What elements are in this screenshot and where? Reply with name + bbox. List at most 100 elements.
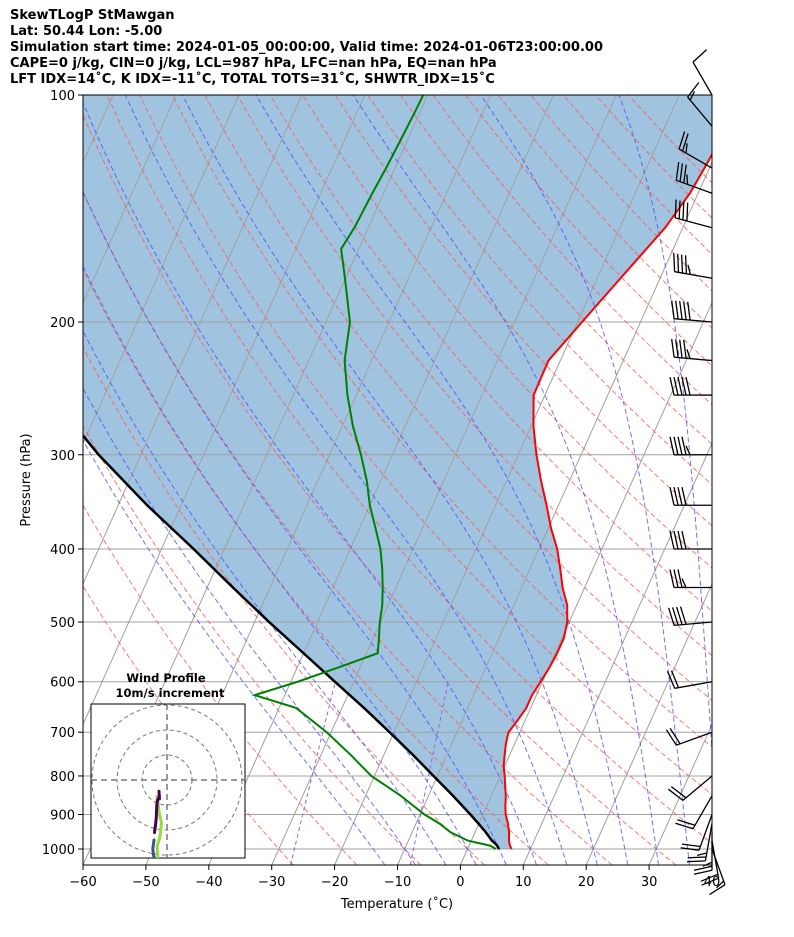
- dewpoint-line: [251, 95, 497, 850]
- x-tick-label: 0: [456, 875, 464, 890]
- y-tick-label: 200: [50, 316, 75, 331]
- wind-barb-path: [669, 487, 713, 506]
- wind-barb-path: [674, 199, 713, 229]
- isotherm-line: [208, 95, 554, 865]
- moist-adiabat-line: [255, 95, 629, 865]
- x-tick-label: −20: [321, 875, 348, 890]
- isotherm-line: [585, 582, 712, 865]
- x-tick-label: −40: [195, 875, 222, 890]
- x-tick-label: 30: [641, 875, 658, 890]
- isotherm-line: [711, 863, 712, 865]
- wind-barb: [675, 795, 713, 830]
- wind-barb-path: [667, 606, 713, 627]
- dry-adiabat-line: [83, 190, 613, 865]
- y-tick-label: 300: [50, 449, 75, 464]
- isotherm-line: [459, 301, 712, 865]
- cape-cin-shading: [83, 95, 712, 850]
- wind-barb-path: [666, 670, 713, 689]
- time-line: Simulation start time: 2024-01-05_00:00:…: [10, 40, 603, 55]
- x-axis-label: Temperature (˚C): [340, 896, 453, 912]
- wind-barb-path: [680, 814, 713, 851]
- moist-adiabat-line: [83, 439, 386, 865]
- y-tick-label: 900: [50, 809, 75, 824]
- station-title: SkewTLogP StMawgan: [10, 8, 175, 23]
- wind-barb: [686, 823, 713, 863]
- dry-adiabat-line: [83, 585, 294, 865]
- moist-adiabat-line: [480, 95, 690, 865]
- dry-adiabat-line: [83, 504, 358, 865]
- wind-barb-path: [671, 338, 713, 362]
- wind-barb-path: [673, 253, 713, 279]
- moist-adiabat-line: [352, 95, 660, 865]
- y-tick-label: 400: [50, 543, 75, 558]
- y-tick-label: 700: [50, 726, 75, 741]
- dry-adiabat-line: [204, 95, 712, 702]
- x-tick-label: −50: [132, 875, 159, 890]
- header: SkewTLogP StMawgan Lat: 50.44 Lon: -5.00…: [10, 8, 603, 88]
- wind-profile-subtitle: 10m/s increment: [116, 686, 225, 700]
- wind-barb: [674, 199, 713, 229]
- moist-adiabat-line: [83, 190, 507, 865]
- moist-adiabat-line: [83, 329, 447, 865]
- y-tick-label: 100: [50, 89, 75, 104]
- wind-barb-path: [669, 569, 713, 589]
- wind-barb: [667, 606, 713, 627]
- wind-barb: [667, 775, 713, 801]
- wind-barb: [700, 840, 720, 886]
- isotherm-line: [522, 442, 712, 865]
- x-tick-label: −10: [384, 875, 411, 890]
- wind-barb-path: [669, 376, 713, 396]
- wind-barb: [675, 161, 713, 194]
- isotherm-line: [83, 95, 177, 305]
- wind-barb-path: [675, 161, 713, 194]
- wind-barb: [669, 569, 713, 589]
- wind-barb: [669, 376, 713, 396]
- y-tick-label: 600: [50, 676, 75, 691]
- x-tick-label: 10: [515, 875, 532, 890]
- temperature-line: [502, 152, 712, 850]
- wind-barb-path: [692, 49, 713, 96]
- isotherm-line: [648, 723, 712, 865]
- wind-barb: [669, 487, 713, 506]
- x-tick-label: −30: [258, 875, 285, 890]
- isotherm-line: [397, 161, 712, 865]
- parcel-profile-line: [83, 433, 501, 850]
- isotherm-line: [83, 95, 366, 726]
- dry-adiabat-line: [139, 95, 712, 796]
- wind-barb-path: [686, 823, 713, 863]
- x-tick-label: −60: [69, 875, 96, 890]
- y-axis-label: Pressure (hPa): [19, 433, 34, 526]
- wind-barb: [665, 727, 713, 746]
- y-tick-label: 1000: [42, 843, 75, 858]
- wind-profile-plot: [91, 704, 245, 858]
- wind-barb-path: [669, 530, 713, 550]
- y-tick-label: 500: [50, 616, 75, 631]
- moist-adiabat-line: [83, 101, 538, 865]
- wind-barb: [680, 814, 713, 851]
- dry-adiabat-line: [83, 424, 422, 865]
- moist-adiabat-line: [182, 95, 598, 865]
- isotherm-line: [83, 95, 240, 445]
- wind-barb-path: [669, 436, 713, 456]
- hodograph-trace: [155, 794, 163, 858]
- dry-adiabat-line: [83, 346, 485, 865]
- wind-barb: [666, 670, 713, 689]
- y-tick-label: 800: [50, 770, 75, 785]
- hodograph-trace: [153, 789, 161, 834]
- isotherm-line: [334, 95, 680, 865]
- location-line: Lat: 50.44 Lon: -5.00: [10, 24, 163, 39]
- stability-line: CAPE=0 j/kg, CIN=0 j/kg, LCL=987 hPa, LF…: [10, 56, 497, 71]
- wind-barb: [669, 530, 713, 550]
- wind-barb: [692, 49, 713, 96]
- wind-barb-path: [675, 795, 713, 830]
- wind-profile-title: Wind Profile: [126, 671, 206, 685]
- wind-barb: [673, 253, 713, 279]
- x-tick-label: 40: [704, 875, 721, 890]
- moist-adiabat-line: [83, 387, 416, 865]
- wind-barb-path: [678, 131, 713, 169]
- dry-adiabat-line: [171, 95, 712, 748]
- index-line: LFT IDX=14˚C, K IDX=-11˚C, TOTAL TOTS=31…: [10, 72, 495, 87]
- wind-barb-path: [671, 300, 713, 323]
- isotherm-line: [83, 95, 303, 586]
